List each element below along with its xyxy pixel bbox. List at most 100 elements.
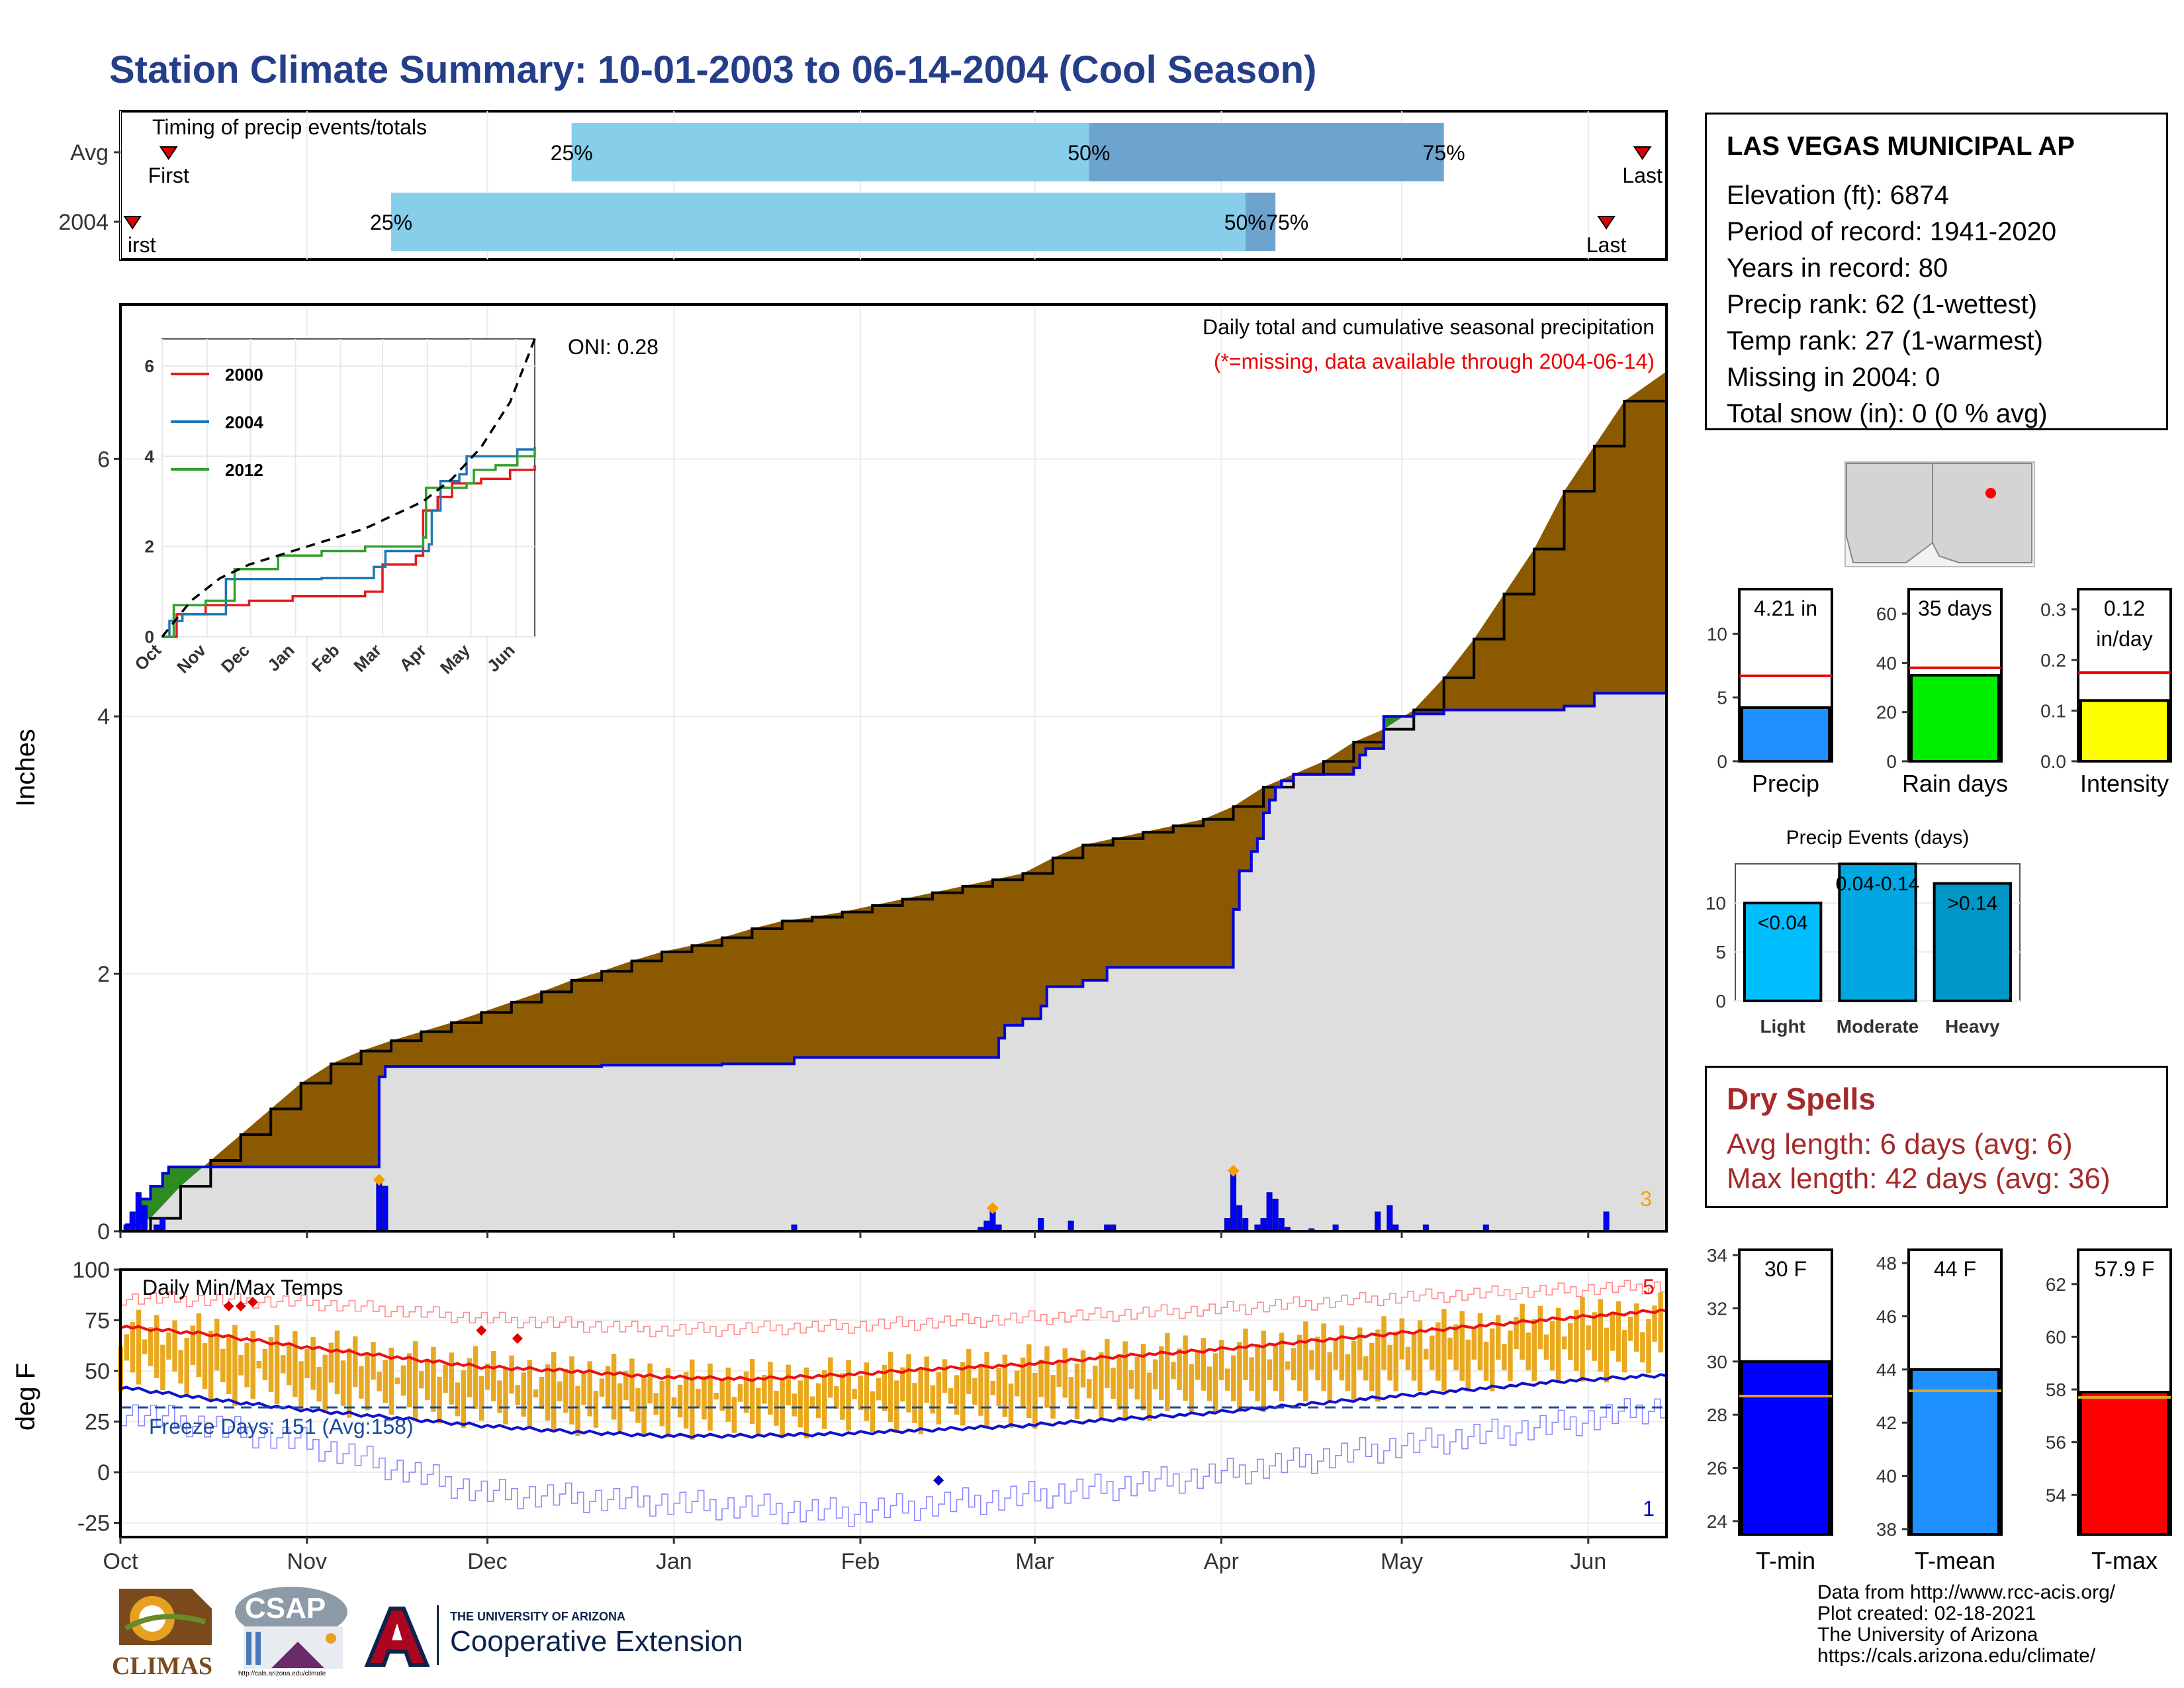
mini-panel-value-label: 57.9 F — [2095, 1257, 2155, 1281]
daily-temp-bar — [1658, 1292, 1663, 1353]
daily-temp-bar — [509, 1355, 514, 1394]
avg-max-line — [120, 1308, 1667, 1382]
precip-title: Daily total and cumulative seasonal prec… — [1203, 315, 1655, 339]
daily-precip-bar — [1224, 1218, 1230, 1232]
record-high-marker — [247, 1296, 258, 1307]
daily-temp-bar — [1177, 1348, 1182, 1390]
precip-chart: 0 2 4 6 Daily total and cumulative seasonal … — [11, 303, 1668, 1244]
mini-panel-bar-t-min — [1741, 1360, 1831, 1536]
daily-temp-bar — [1465, 1339, 1471, 1391]
dry-spells-heading: Dry Spells — [1727, 1082, 1876, 1116]
daily-temp-bar — [1520, 1303, 1525, 1360]
oni-label: ONI: 0.28 — [568, 335, 659, 359]
daily-temp-bar — [503, 1368, 508, 1425]
temp-ytick-label: 100 — [72, 1258, 110, 1283]
mini-panel-value-label: 35 days — [1918, 596, 1992, 620]
mini-panel-ytick-label: 62 — [2046, 1274, 2066, 1295]
daily-temp-bar — [1032, 1372, 1038, 1429]
daily-temp-bar — [1399, 1318, 1405, 1360]
daily-temp-bar — [539, 1377, 545, 1409]
daily-temp-bar — [942, 1359, 948, 1393]
daily-temp-bar — [1303, 1321, 1308, 1402]
daily-temp-bar — [1146, 1372, 1152, 1421]
daily-temp-bar — [593, 1391, 599, 1428]
daily-temp-bar — [478, 1376, 484, 1421]
daily-temp-bar — [834, 1386, 839, 1409]
daily-temp-bar — [340, 1360, 346, 1406]
record-min-line — [120, 1398, 1667, 1527]
mini-panel-ytick-label: 40 — [1876, 1466, 1897, 1487]
events-ytick-label: 5 — [1715, 942, 1726, 962]
last-label: Last — [1622, 164, 1662, 187]
daily-temp-bar — [1279, 1333, 1285, 1402]
daily-temp-bar — [725, 1367, 731, 1422]
mini-panel-ytick-label: 56 — [2046, 1432, 2066, 1453]
station-precip-rank: Precip rank: 62 (1-wettest) — [1727, 290, 2038, 319]
daily-temp-bar — [1128, 1370, 1134, 1389]
daily-temp-bar — [220, 1348, 226, 1383]
daily-temp-bar — [527, 1360, 533, 1429]
daily-temp-bar — [930, 1385, 936, 1414]
daily-temp-bar — [352, 1336, 358, 1387]
daily-temp-bar — [749, 1358, 755, 1425]
daily-precip-bar — [1260, 1218, 1267, 1232]
first-label: First — [148, 164, 189, 187]
daily-temp-bar — [497, 1380, 502, 1413]
daily-temp-bar — [383, 1360, 388, 1403]
daily-temp-bar — [677, 1384, 683, 1418]
daily-temp-bar — [924, 1356, 929, 1403]
station-period: Period of record: 1941-2020 — [1727, 217, 2057, 246]
mini-panel-ytick-label: 5 — [1717, 688, 1727, 708]
mini-panel-ytick-label: 26 — [1707, 1458, 1727, 1479]
daily-temp-bar — [1165, 1333, 1170, 1411]
mini-panel-ytick-label: 60 — [1876, 604, 1897, 624]
p75-label: 75% — [1423, 141, 1465, 165]
daily-precip-bar — [1278, 1218, 1285, 1232]
daily-temp-bar — [690, 1359, 695, 1440]
daily-temp-bar — [1134, 1356, 1140, 1400]
timing-title: Timing of precip events/totals — [152, 115, 427, 139]
map-station-marker — [1985, 488, 1996, 498]
daily-temp-bar — [743, 1372, 749, 1413]
precip-ytick-label: 4 — [97, 704, 110, 729]
daily-temp-bar — [605, 1366, 611, 1409]
mini-panel-bar-t-mean — [1910, 1368, 2000, 1536]
events-category-label: Moderate — [1837, 1016, 1919, 1037]
mini-panel-ytick-label: 34 — [1707, 1245, 1727, 1266]
mini-panel-ytick-label: 38 — [1876, 1519, 1897, 1540]
daily-temp-bar — [1105, 1338, 1110, 1389]
first-marker — [159, 146, 178, 160]
mini-panel-name: Precip — [1752, 770, 1819, 797]
timing-bar-50-75 — [1245, 193, 1276, 251]
daily-temp-bar — [202, 1342, 208, 1389]
inset-frame — [161, 338, 535, 637]
daily-temp-bar — [310, 1336, 316, 1390]
daily-temp-bar — [696, 1388, 701, 1409]
daily-temp-bar — [569, 1356, 574, 1425]
mini-panel-name: Rain days — [1902, 770, 2008, 797]
daily-temp-bar — [214, 1319, 220, 1371]
daily-temp-bar — [1417, 1320, 1423, 1391]
daily-temp-bar — [821, 1370, 827, 1429]
daily-temp-bar — [250, 1331, 255, 1399]
daily-temp-bar — [1477, 1313, 1483, 1370]
mini-panel-name: T-mean — [1915, 1547, 1995, 1574]
temp-title: Daily Min/Max Temps — [142, 1276, 343, 1299]
daily-temp-bar — [809, 1396, 815, 1407]
mini-panel-name: T-max — [2091, 1547, 2158, 1574]
daily-temp-bar — [400, 1365, 406, 1396]
daily-temp-bar — [1495, 1315, 1501, 1360]
daily-temp-bar — [130, 1322, 136, 1373]
daily-temp-bar — [1405, 1346, 1411, 1370]
station-info-box: LAS VEGAS MUNICIPAL AP Elevation (ft): 6… — [1705, 113, 2168, 430]
daily-temp-bar — [467, 1358, 473, 1397]
missing-count: 3 — [1640, 1187, 1652, 1211]
daily-temp-bar — [274, 1325, 280, 1404]
daily-temp-bar — [437, 1376, 442, 1424]
daily-temp-bar — [1044, 1346, 1050, 1408]
dry-spells-max: Max length: 42 days (avg: 36) — [1727, 1162, 2111, 1195]
daily-precip-bar — [376, 1179, 383, 1232]
daily-temp-bar — [1056, 1361, 1062, 1387]
daily-temp-bar — [484, 1363, 490, 1390]
